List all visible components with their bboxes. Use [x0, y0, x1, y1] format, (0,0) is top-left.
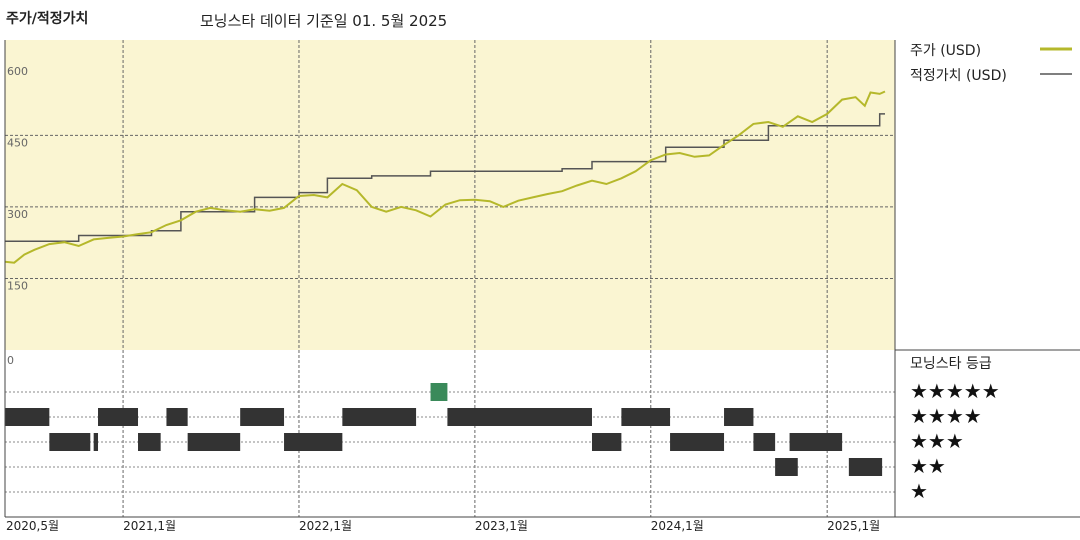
y-tick-labels: 600 450 300 150 0 — [7, 65, 28, 367]
rating-3-stars: ★★★ — [910, 429, 964, 453]
rating-1-star: ★ — [910, 479, 928, 503]
rating-2-stars: ★★ — [910, 454, 946, 478]
x-tick-label: 2023,1월 — [475, 519, 528, 533]
rating-legend-title: 모닝스타 등급 — [910, 356, 992, 372]
rating-bar-3 — [753, 433, 776, 451]
rating-bar-5 — [430, 383, 448, 401]
rating-bar-4 — [98, 408, 139, 426]
rating-bar-3 — [670, 433, 725, 451]
rating-bar-3 — [187, 433, 241, 451]
rating-bar-4 — [724, 408, 754, 426]
x-tick-label: 2021,1월 — [123, 519, 176, 533]
rating-bar-4 — [166, 408, 188, 426]
rating-bar-3 — [789, 433, 843, 451]
rating-bar-3 — [49, 433, 91, 451]
legend-price-label: 주가 (USD) — [910, 43, 981, 59]
rating-5-stars: ★★★★★ — [910, 379, 1000, 403]
rating-bar-4 — [240, 408, 285, 426]
y-tick-label: 0 — [7, 354, 14, 367]
rating-bar-4 — [5, 408, 50, 426]
rating-bar-3 — [138, 433, 161, 451]
rating-bar-3 — [284, 433, 343, 451]
legend-fair-label: 적정가치 (USD) — [910, 68, 1007, 84]
data-date-title: 모닝스타 데이터 기준일 01. 5월 2025 — [200, 12, 448, 30]
chart-title-price-fair-value: 주가/적정가치 — [6, 11, 89, 27]
rating-bar-2 — [775, 458, 798, 476]
rating-bar-3 — [591, 433, 622, 451]
rating-bar-4 — [342, 408, 417, 426]
rating-bar-4 — [447, 408, 592, 426]
y-tick-label: 300 — [7, 208, 28, 221]
rating-bar-3 — [93, 433, 99, 451]
x-tick-label: 2022,1월 — [299, 519, 352, 533]
x-tick-label: 2025,1월 — [827, 519, 880, 533]
x-tick-label: 2024,1월 — [651, 519, 704, 533]
x-tick-labels: 2020,5월 2021,1월 2022,1월 2023,1월 2024,1월 2025,… — [6, 519, 880, 533]
rating-bar-4 — [621, 408, 671, 426]
y-tick-label: 150 — [7, 279, 28, 292]
rating-4-stars: ★★★★ — [910, 404, 982, 428]
y-tick-label: 450 — [7, 136, 28, 149]
rating-bar-2 — [848, 458, 883, 476]
x-tick-label: 2020,5월 — [6, 519, 59, 533]
price-plot-background — [5, 40, 895, 350]
price-line — [4, 90, 886, 264]
rating-bars — [5, 383, 883, 476]
y-tick-label: 600 — [7, 65, 28, 78]
